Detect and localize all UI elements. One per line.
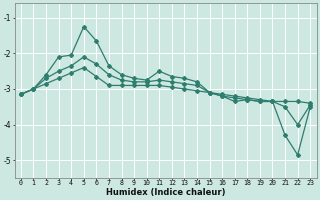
X-axis label: Humidex (Indice chaleur): Humidex (Indice chaleur) [106,188,225,197]
